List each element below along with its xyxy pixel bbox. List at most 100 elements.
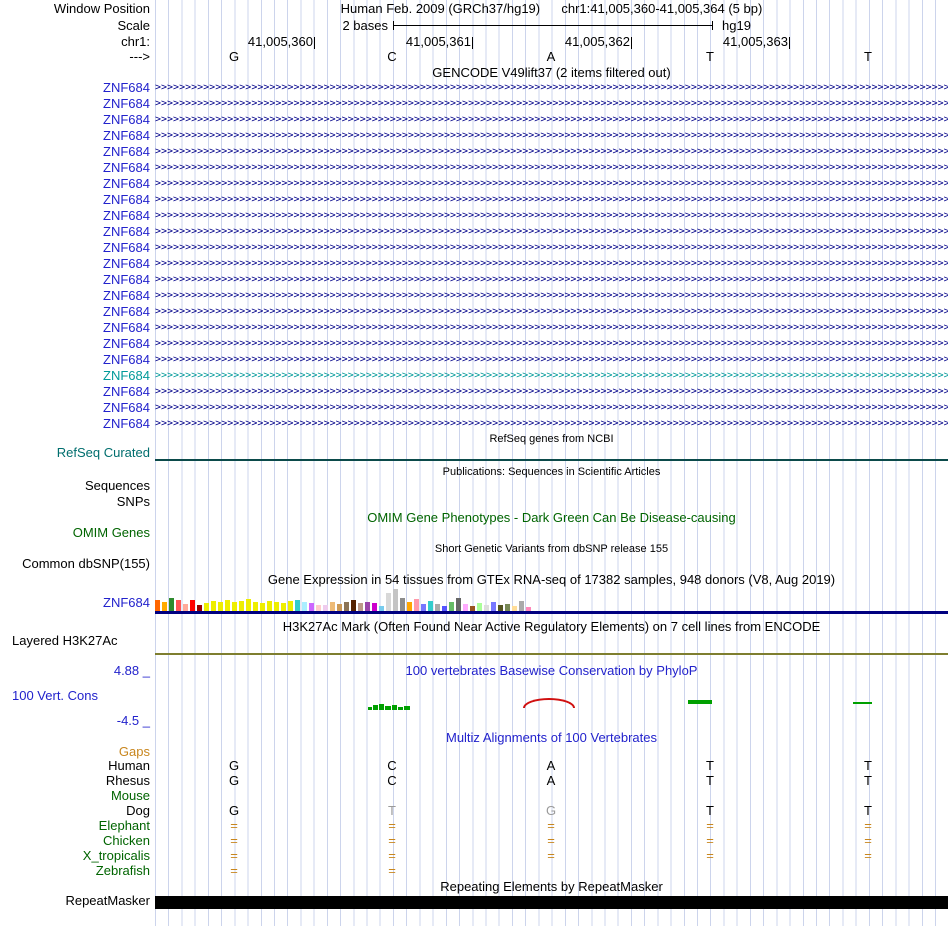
- repeatmasker-item[interactable]: [155, 896, 948, 909]
- gencode-gene-label[interactable]: ZNF684: [103, 352, 150, 367]
- vert-cons-label[interactable]: 100 Vert. Cons: [12, 688, 98, 703]
- gtex-expression-bar[interactable]: [225, 600, 230, 611]
- gtex-expression-bar[interactable]: [456, 598, 461, 611]
- gtex-expression-bar[interactable]: [470, 606, 475, 611]
- gtex-expression-bar[interactable]: [393, 589, 398, 611]
- gtex-expression-bar[interactable]: [337, 604, 342, 611]
- transcript-arrow-line[interactable]: >>>>>>>>>>>>>>>>>>>>>>>>>>>>>>>>>>>>>>>>…: [155, 194, 948, 205]
- multiz-species-row[interactable]: Human G C A T T: [0, 758, 950, 773]
- gtex-expression-bar[interactable]: [232, 602, 237, 611]
- gencode-transcript-row[interactable]: ZNF684 >>>>>>>>>>>>>>>>>>>>>>>>>>>>>>>>>>…: [0, 240, 950, 256]
- transcript-arrow-line[interactable]: >>>>>>>>>>>>>>>>>>>>>>>>>>>>>>>>>>>>>>>>…: [155, 338, 948, 349]
- gencode-transcript-row[interactable]: ZNF684 >>>>>>>>>>>>>>>>>>>>>>>>>>>>>>>>>>…: [0, 320, 950, 336]
- gtex-gene-label[interactable]: ZNF684: [103, 595, 150, 610]
- gtex-expression-bar[interactable]: [358, 603, 363, 611]
- snps-row[interactable]: SNPs: [0, 494, 950, 510]
- transcript-arrow-line[interactable]: >>>>>>>>>>>>>>>>>>>>>>>>>>>>>>>>>>>>>>>>…: [155, 290, 948, 301]
- gencode-gene-label[interactable]: ZNF684: [103, 112, 150, 127]
- gencode-transcript-row[interactable]: ZNF684 >>>>>>>>>>>>>>>>>>>>>>>>>>>>>>>>>>…: [0, 80, 950, 96]
- repeatmasker-label-row[interactable]: RepeatMasker: [0, 893, 950, 909]
- refseq-gene-item[interactable]: [155, 459, 948, 461]
- gtex-expression-bar[interactable]: [302, 602, 307, 611]
- gtex-expression-bar[interactable]: [330, 602, 335, 611]
- gencode-transcript-row[interactable]: ZNF684 >>>>>>>>>>>>>>>>>>>>>>>>>>>>>>>>>>…: [0, 128, 950, 144]
- transcript-arrow-line[interactable]: >>>>>>>>>>>>>>>>>>>>>>>>>>>>>>>>>>>>>>>>…: [155, 322, 948, 333]
- gencode-transcript-row[interactable]: ZNF684 >>>>>>>>>>>>>>>>>>>>>>>>>>>>>>>>>>…: [0, 384, 950, 400]
- gencode-gene-label[interactable]: ZNF684: [103, 176, 150, 191]
- gtex-expression-bar[interactable]: [204, 603, 209, 611]
- gencode-transcript-row[interactable]: ZNF684 >>>>>>>>>>>>>>>>>>>>>>>>>>>>>>>>>>…: [0, 192, 950, 208]
- gtex-expression-bar[interactable]: [288, 601, 293, 611]
- sequences-label[interactable]: Sequences: [84, 478, 150, 493]
- gencode-gene-label[interactable]: ZNF684: [103, 416, 150, 431]
- gtex-expression-bar[interactable]: [463, 604, 468, 611]
- gencode-transcript-row[interactable]: ZNF684 >>>>>>>>>>>>>>>>>>>>>>>>>>>>>>>>>>…: [0, 208, 950, 224]
- gtex-expression-bar[interactable]: [407, 602, 412, 611]
- gtex-expression-bar[interactable]: [162, 602, 167, 611]
- gencode-transcript-row[interactable]: ZNF684 >>>>>>>>>>>>>>>>>>>>>>>>>>>>>>>>>>…: [0, 224, 950, 240]
- transcript-arrow-line[interactable]: >>>>>>>>>>>>>>>>>>>>>>>>>>>>>>>>>>>>>>>>…: [155, 258, 948, 269]
- species-label[interactable]: Elephant: [98, 818, 150, 833]
- repeatmasker-label[interactable]: RepeatMasker: [65, 893, 150, 908]
- gtex-expression-bar[interactable]: [295, 600, 300, 611]
- transcript-arrow-line[interactable]: >>>>>>>>>>>>>>>>>>>>>>>>>>>>>>>>>>>>>>>>…: [155, 386, 948, 397]
- gtex-expression-bar[interactable]: [253, 602, 258, 611]
- transcript-arrow-line[interactable]: >>>>>>>>>>>>>>>>>>>>>>>>>>>>>>>>>>>>>>>>…: [155, 306, 948, 317]
- multiz-species-row[interactable]: Dog G T G T T: [0, 803, 950, 818]
- gencode-gene-label[interactable]: ZNF684: [103, 160, 150, 175]
- gtex-expression-bar[interactable]: [498, 605, 503, 611]
- omim-genes-label[interactable]: OMIM Genes: [72, 525, 150, 540]
- gtex-expression-bar[interactable]: [442, 606, 447, 611]
- gencode-gene-label[interactable]: ZNF684: [103, 384, 150, 399]
- gtex-expression-bar[interactable]: [155, 600, 160, 611]
- gencode-gene-label[interactable]: ZNF684: [103, 240, 150, 255]
- gencode-gene-label[interactable]: ZNF684: [103, 288, 150, 303]
- refseq-curated-row[interactable]: RefSeq Curated: [0, 445, 950, 461]
- gtex-expression-bar[interactable]: [372, 603, 377, 611]
- gtex-expression-bar[interactable]: [316, 605, 321, 611]
- gtex-expression-bar[interactable]: [386, 593, 391, 611]
- gtex-expression-bar[interactable]: [379, 606, 384, 611]
- species-label[interactable]: Human: [108, 758, 150, 773]
- vert-cons-label-row[interactable]: 100 Vert. Cons: [0, 688, 950, 704]
- gencode-transcript-row[interactable]: ZNF684 >>>>>>>>>>>>>>>>>>>>>>>>>>>>>>>>>>…: [0, 256, 950, 272]
- gencode-gene-label[interactable]: ZNF684: [103, 96, 150, 111]
- gtex-expression-bar[interactable]: [435, 604, 440, 611]
- gencode-gene-label[interactable]: ZNF684: [103, 80, 150, 95]
- gtex-expression-bar[interactable]: [260, 603, 265, 611]
- transcript-arrow-line[interactable]: >>>>>>>>>>>>>>>>>>>>>>>>>>>>>>>>>>>>>>>>…: [155, 114, 948, 125]
- gencode-transcript-row[interactable]: ZNF684 >>>>>>>>>>>>>>>>>>>>>>>>>>>>>>>>>>…: [0, 176, 950, 192]
- transcript-arrow-line[interactable]: >>>>>>>>>>>>>>>>>>>>>>>>>>>>>>>>>>>>>>>>…: [155, 162, 948, 173]
- gtex-expression-bar[interactable]: [211, 601, 216, 611]
- gtex-expression-bar[interactable]: [414, 599, 419, 611]
- gencode-transcript-row[interactable]: ZNF684 >>>>>>>>>>>>>>>>>>>>>>>>>>>>>>>>>>…: [0, 112, 950, 128]
- transcript-arrow-line[interactable]: >>>>>>>>>>>>>>>>>>>>>>>>>>>>>>>>>>>>>>>>…: [155, 210, 948, 221]
- gtex-expression-bar[interactable]: [519, 601, 524, 611]
- gencode-gene-label[interactable]: ZNF684: [103, 320, 150, 335]
- gtex-expression-bar[interactable]: [267, 601, 272, 611]
- transcript-arrow-line[interactable]: >>>>>>>>>>>>>>>>>>>>>>>>>>>>>>>>>>>>>>>>…: [155, 370, 948, 381]
- transcript-arrow-line[interactable]: >>>>>>>>>>>>>>>>>>>>>>>>>>>>>>>>>>>>>>>>…: [155, 178, 948, 189]
- multiz-species-row[interactable]: Zebrafish = =: [0, 863, 950, 878]
- species-label[interactable]: Dog: [126, 803, 150, 818]
- gencode-gene-label[interactable]: ZNF684: [103, 144, 150, 159]
- h3k27ac-label-row[interactable]: Layered H3K27Ac: [0, 633, 950, 649]
- h3k27ac-label[interactable]: Layered H3K27Ac: [12, 633, 118, 648]
- multiz-species-row[interactable]: Rhesus G C A T T: [0, 773, 950, 788]
- transcript-arrow-line[interactable]: >>>>>>>>>>>>>>>>>>>>>>>>>>>>>>>>>>>>>>>>…: [155, 242, 948, 253]
- gtex-gene-row[interactable]: ZNF684: [0, 595, 950, 611]
- transcript-arrow-line[interactable]: >>>>>>>>>>>>>>>>>>>>>>>>>>>>>>>>>>>>>>>>…: [155, 402, 948, 413]
- species-label[interactable]: Mouse: [110, 788, 150, 803]
- gencode-gene-label[interactable]: ZNF684: [103, 272, 150, 287]
- multiz-species-row[interactable]: Mouse: [0, 788, 950, 803]
- multiz-species-row[interactable]: Elephant = = = = =: [0, 818, 950, 833]
- transcript-arrow-line[interactable]: >>>>>>>>>>>>>>>>>>>>>>>>>>>>>>>>>>>>>>>>…: [155, 146, 948, 157]
- gtex-expression-bar[interactable]: [491, 602, 496, 611]
- gtex-expression-bar[interactable]: [176, 600, 181, 611]
- gencode-transcript-row[interactable]: ZNF684 >>>>>>>>>>>>>>>>>>>>>>>>>>>>>>>>>>…: [0, 352, 950, 368]
- gtex-expression-bar[interactable]: [449, 602, 454, 611]
- gtex-expression-bar[interactable]: [526, 607, 531, 611]
- transcript-arrow-line[interactable]: >>>>>>>>>>>>>>>>>>>>>>>>>>>>>>>>>>>>>>>>…: [155, 98, 948, 109]
- gencode-gene-label[interactable]: ZNF684: [103, 256, 150, 271]
- gencode-transcript-row[interactable]: ZNF684 >>>>>>>>>>>>>>>>>>>>>>>>>>>>>>>>>>…: [0, 288, 950, 304]
